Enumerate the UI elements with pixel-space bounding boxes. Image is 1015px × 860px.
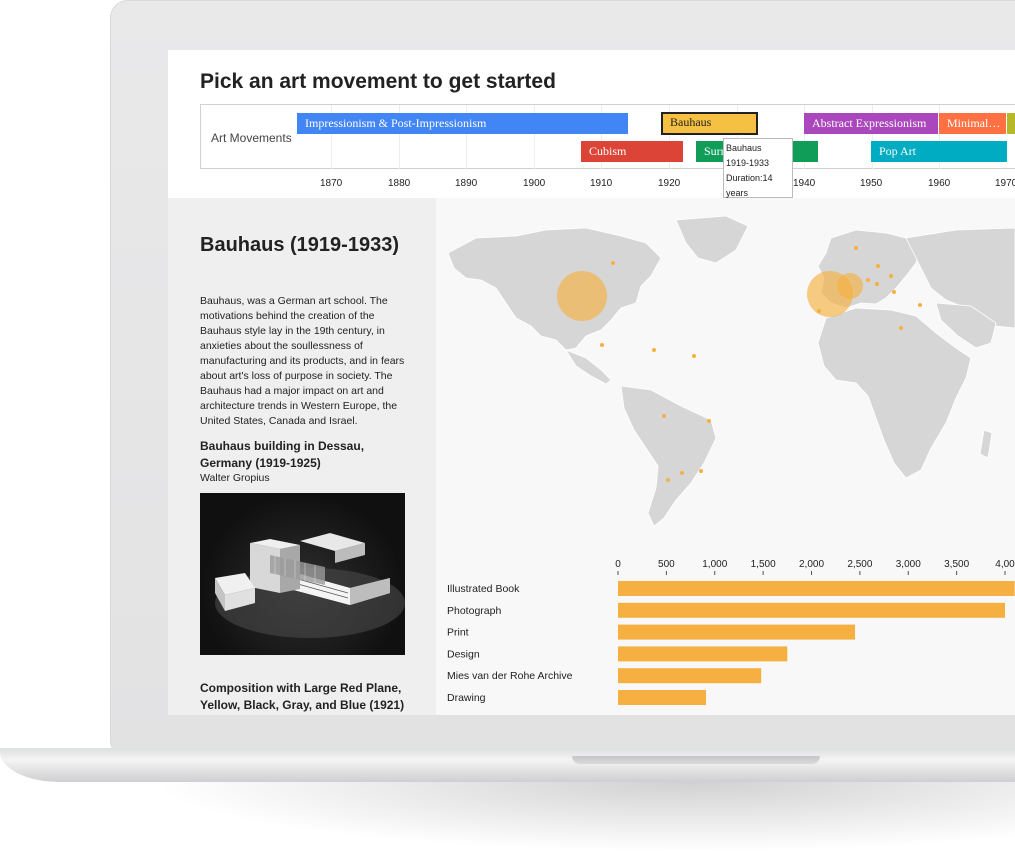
analysis-panel: 0 500 1,000 1,500 2,000 2,500 3,000 3,500 4,00 I… (436, 198, 1015, 715)
map-marker (876, 264, 880, 268)
map-marker-large (557, 271, 607, 321)
grid-line (737, 105, 738, 170)
movement-title: Bauhaus (1919-1933) (200, 234, 399, 256)
grid-line (939, 105, 940, 170)
map-marker (666, 478, 670, 482)
movement-pop-art[interactable]: Pop Art (871, 141, 1007, 162)
map-marker (854, 246, 858, 250)
land-madagascar (979, 429, 993, 459)
map-marker (875, 282, 879, 286)
grid-line (466, 105, 467, 170)
tooltip-name: Bauhaus (726, 143, 762, 153)
map-marker (707, 419, 711, 423)
grid-line (872, 105, 873, 170)
x-tick-label: 3,500 (944, 559, 969, 570)
category-label: Design (447, 648, 480, 660)
tooltip-duration-unit: years (726, 188, 749, 198)
x-tick-label: 1,000 (702, 559, 727, 570)
axis-year: 1910 (590, 178, 613, 189)
building-photo (215, 533, 405, 638)
movement-bauhaus[interactable]: Bauhaus (661, 112, 758, 135)
map-marker (889, 274, 893, 278)
map-marker (892, 290, 896, 294)
artwork-artist: Walter Gropius (200, 472, 270, 484)
grid-line (399, 105, 400, 170)
laptop-notch (572, 756, 820, 764)
x-tick-label: 500 (658, 559, 675, 570)
x-tick-label: 0 (615, 559, 621, 570)
land-central-america (565, 349, 612, 385)
map-marker (699, 469, 703, 473)
grid-line (331, 105, 332, 170)
screen: Pick an art movement to get started Art … (168, 50, 1015, 715)
laptop-base (0, 748, 1015, 782)
bar-illustrated-book[interactable] (618, 581, 1015, 596)
movement-abstract-expressionism[interactable]: Abstract Expressionism (804, 113, 938, 134)
land-middle-east (935, 302, 997, 349)
movement-tooltip: Bauhaus 1919-1933 Duration:14 years (723, 138, 793, 198)
map-marker (692, 354, 696, 358)
x-tick-label: 2,000 (799, 559, 824, 570)
movement-cubism[interactable]: Cubism (581, 141, 683, 162)
tooltip-duration: Duration:14 (726, 173, 773, 183)
land-africa (817, 307, 972, 479)
axis-year: 1950 (860, 178, 883, 189)
land-greenland (675, 215, 749, 264)
laptop-shadow (150, 782, 1015, 852)
grid-line (669, 105, 670, 170)
axis-year: 1970 (995, 178, 1015, 189)
map-marker (680, 471, 684, 475)
category-label: Illustrated Book (447, 583, 520, 595)
movement-timeline: Art Movements Impressionism & Post-Impre… (200, 104, 1015, 170)
x-tick-label: 1,500 (751, 559, 776, 570)
movement-minimalism[interactable]: Minimal… (939, 113, 1006, 134)
category-label: Drawing (447, 692, 486, 704)
map-marker (918, 303, 922, 307)
map-marker (866, 278, 870, 282)
grid-line (804, 105, 805, 170)
movement-description: Bauhaus, was a German art school. The mo… (200, 295, 405, 427)
map-marker (899, 326, 903, 330)
axis-year: 1900 (523, 178, 546, 189)
bar-photograph[interactable] (618, 602, 1005, 618)
grid-line (601, 105, 602, 170)
movement-impressionism[interactable]: Impressionism & Post-Impressionism (297, 113, 628, 134)
bar-drawing[interactable] (618, 690, 707, 705)
detail-panel: Bauhaus (1919-1933) Bauhaus, was a Germa… (168, 198, 436, 715)
bar-design[interactable] (618, 646, 788, 662)
map-marker (817, 309, 821, 313)
category-label: Print (447, 627, 469, 639)
bar-mies-van-der-rohe-archive[interactable] (618, 668, 762, 684)
x-tick-label: 3,000 (896, 559, 921, 570)
axis-year: 1940 (793, 178, 816, 189)
axis-year: 1880 (388, 178, 411, 189)
map-marker-medium (837, 273, 863, 299)
category-label: Mies van der Rohe Archive (447, 670, 573, 682)
land-north-america (447, 227, 662, 351)
axis-year: 1920 (658, 178, 681, 189)
movement-next[interactable] (1007, 113, 1015, 134)
category-label: Photograph (447, 605, 501, 617)
grid-line (534, 105, 535, 170)
x-tick-label: 2,500 (847, 559, 872, 570)
map-marker (652, 348, 656, 352)
bar-print[interactable] (618, 624, 856, 640)
artwork-title: Bauhaus building in Dessau, Germany (191… (200, 439, 365, 470)
artwork-title: Composition with Large Red Plane, Yellow… (200, 681, 405, 712)
map-marker (662, 414, 666, 418)
axis-year: 1870 (320, 178, 343, 189)
axis-year: 1960 (928, 178, 951, 189)
map-marker (600, 343, 604, 347)
x-tick-label: 4,00 (995, 559, 1015, 570)
axis-year: 1890 (455, 178, 478, 189)
world-map[interactable] (436, 208, 1015, 538)
timeline-label: Art Movements (211, 131, 292, 145)
bar-chart: 0 500 1,000 1,500 2,000 2,500 3,000 3,500 4,00 I… (447, 559, 1015, 705)
artwork-image[interactable] (200, 493, 405, 655)
land-south-america (620, 385, 717, 527)
tooltip-years: 1919-1933 (726, 158, 770, 168)
page-title: Pick an art movement to get started (200, 70, 556, 93)
map-marker (611, 261, 615, 265)
